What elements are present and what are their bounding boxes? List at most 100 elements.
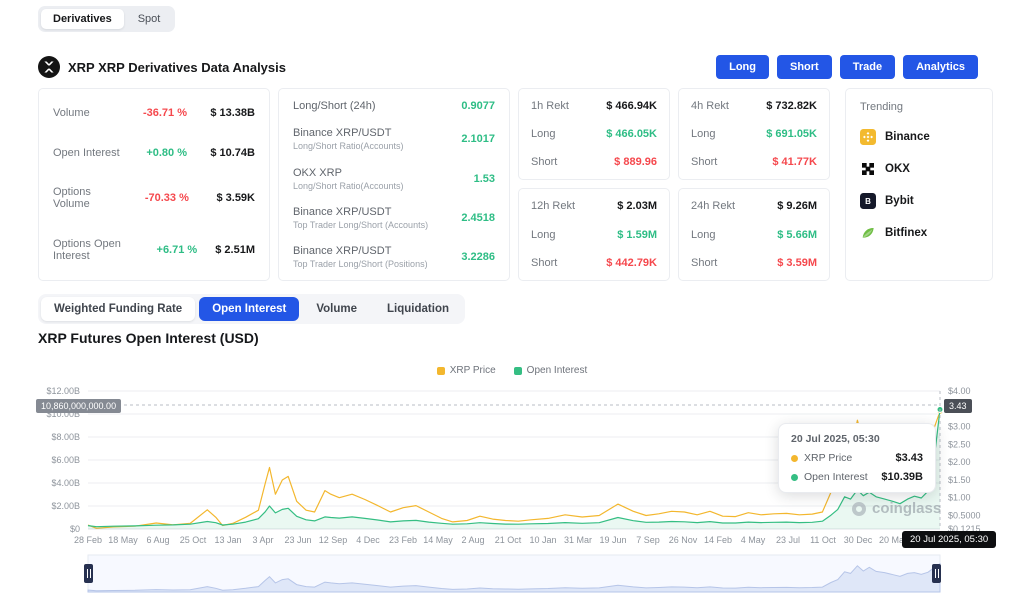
- rekt-long-row: Long $ 5.66M: [691, 229, 817, 241]
- trending-item-binance[interactable]: Binance: [860, 129, 978, 145]
- top-tab-derivatives[interactable]: Derivatives: [41, 9, 124, 29]
- ratio-label: Binance XRP/USDT: [293, 205, 392, 218]
- tooltip-row-xrp-price: XRP Price $3.43: [791, 452, 923, 464]
- right-axis-tick-label: $1.50: [948, 475, 971, 485]
- series-area-open-interest: [88, 409, 940, 529]
- ratio-label: Binance XRP/USDT: [293, 245, 392, 257]
- bybit-icon: B: [860, 193, 876, 209]
- navigator-handle-right[interactable]: [932, 564, 941, 583]
- x-axis-tick-label: 30 Dec: [844, 535, 873, 545]
- stat-label: Open Interest: [53, 146, 120, 159]
- x-axis-tick-label: 7 Sep: [636, 535, 660, 545]
- trending-card: Trending Binance OKX B Bybit Bitfinex: [845, 88, 993, 281]
- chart-svg[interactable]: $12.00B $10.00B $8.00B $6.00B $4.00B $2.00B $0…: [0, 380, 1024, 604]
- stat-change: +6.71 %: [156, 243, 198, 256]
- rekt-long-value: $ 1.59M: [617, 228, 657, 241]
- chart-tab-open-interest[interactable]: Open Interest: [199, 297, 300, 321]
- rekt-short-value: $ 3.59M: [777, 257, 817, 269]
- chart-tab-liquidation[interactable]: Liquidation: [374, 297, 462, 321]
- right-axis-tick-label: $2.50: [948, 439, 971, 449]
- tooltip-series-name: XRP Price: [804, 452, 853, 464]
- x-axis-tick-label: 14 May: [423, 535, 453, 545]
- ratio-row: Binance XRP/USDT Top Trader Long/Short (P…: [293, 245, 495, 269]
- x-axis-tick-label: 12 Sep: [319, 535, 348, 545]
- chart-tab-weighted-funding-rate[interactable]: Weighted Funding Rate: [41, 297, 196, 321]
- rekt-card-1: 12h Rekt $ 2.03M Long $ 1.59M Short $ 442.79K: [518, 188, 670, 281]
- x-axis-tick-label: 2 Aug: [461, 535, 484, 545]
- left-axis-tick-label: $2.00B: [51, 501, 80, 511]
- rekt-total-row: 12h Rekt $ 2.03M: [531, 200, 657, 212]
- coinglass-watermark: coinglass: [852, 500, 941, 517]
- rekt-long-value: $ 466.05K: [606, 128, 657, 140]
- x-axis-tick-label: 19 Jun: [599, 535, 626, 545]
- x-axis-tick-label: 23 Feb: [389, 535, 417, 545]
- chart-tab-volume[interactable]: Volume: [303, 297, 370, 321]
- stat-change: -36.71 %: [142, 107, 187, 119]
- rekt-period-label: 1h Rekt: [531, 100, 569, 112]
- xrp-price-dot-icon: [791, 454, 798, 462]
- x-axis-tick-label: 3 Apr: [252, 535, 273, 545]
- trending-item-bybit[interactable]: B Bybit: [860, 193, 978, 209]
- x-axis-tick-label: 23 Jun: [284, 535, 311, 545]
- rekt-total-value: $ 466.94K: [606, 100, 657, 112]
- stat-value: $ 13.38B: [210, 107, 255, 119]
- right-axis-tick-label: $0.1215: [948, 524, 981, 534]
- x-axis-tick-label: 21 Oct: [495, 535, 522, 545]
- right-axis-tick-label: $1.00: [948, 493, 971, 503]
- left-axis-tick-label: $6.00B: [51, 455, 80, 465]
- x-axis-tick-label: 6 Aug: [146, 535, 169, 545]
- left-axis-tick-label: $12.00B: [46, 386, 80, 396]
- navigator-track[interactable]: [87, 554, 941, 593]
- volume-stats-card: Volume -36.71 % $ 13.38B Open Interest +0.80…: [38, 88, 270, 281]
- x-axis-tick-label: 14 Feb: [704, 535, 732, 545]
- navigator-handle-left[interactable]: [84, 564, 93, 583]
- rekt-period-label: 24h Rekt: [691, 200, 736, 212]
- rekt-short-value: $ 889.96: [614, 156, 657, 168]
- chart-tab-group: Weighted Funding Rate Open Interest Volume…: [38, 294, 465, 324]
- trending-name: Bitfinex: [885, 227, 928, 239]
- stat-change: +0.80 %: [146, 146, 187, 159]
- navigator-series[interactable]: [87, 562, 941, 593]
- trending-name: Bybit: [885, 195, 914, 207]
- rekt-short-label: Short: [531, 156, 558, 168]
- stat-value: $ 10.74B: [210, 146, 255, 159]
- trade-button[interactable]: Trade: [839, 55, 896, 79]
- rekt-short-label: Short: [531, 257, 558, 269]
- rekt-long-value: $ 5.66M: [777, 228, 817, 241]
- chart-legend: XRP Price Open Interest: [0, 365, 1024, 376]
- ratio-row: Binance XRP/USDT Long/Short Ratio(Account…: [293, 127, 495, 151]
- stat-label: Options Volume: [53, 186, 91, 211]
- rekt-period-label: 4h Rekt: [691, 100, 729, 112]
- x-axis-tick-label: 11 Oct: [810, 535, 836, 545]
- svg-text:B: B: [865, 197, 871, 206]
- rekt-long-label: Long: [531, 128, 556, 140]
- xrp-logo-icon: [38, 56, 60, 78]
- ratio-label: Long/Short (24h): [293, 100, 376, 112]
- coinglass-logo-icon: [852, 501, 866, 516]
- ratio-label-group: Binance XRP/USDT Top Trader Long/Short (P…: [293, 245, 428, 269]
- watermark-text: coinglass: [872, 500, 942, 517]
- legend-item-xrp-price[interactable]: XRP Price: [436, 365, 496, 376]
- top-tab-spot[interactable]: Spot: [126, 9, 173, 29]
- rekt-long-value: $ 691.05K: [766, 128, 817, 140]
- ratio-label: Binance XRP/USDT: [293, 127, 392, 140]
- ratio-sublabel: Long/Short Ratio(Accounts): [293, 180, 404, 191]
- right-axis-tick-label: $4.00: [948, 386, 971, 396]
- tooltip-time: 20 Jul 2025, 05:30: [791, 433, 880, 445]
- ratio-label-group: Binance XRP/USDT Top Trader Long/Short (A…: [293, 206, 428, 230]
- short-button[interactable]: Short: [776, 55, 832, 79]
- legend-label: Open Interest: [526, 365, 588, 376]
- long-button[interactable]: Long: [716, 55, 769, 79]
- legend-item-open-interest[interactable]: Open Interest: [513, 365, 588, 376]
- rekt-total-row: 4h Rekt $ 732.82K: [691, 100, 817, 112]
- bitfinex-icon: [860, 225, 876, 241]
- legend-label: XRP Price: [449, 365, 496, 376]
- stat-value: $ 3.59K: [216, 192, 255, 205]
- analytics-button[interactable]: Analytics: [903, 55, 978, 79]
- trending-item-okx[interactable]: OKX: [860, 161, 978, 177]
- trending-item-bitfinex[interactable]: Bitfinex: [860, 225, 978, 241]
- x-axis-tick-label: 20 Mar: [879, 535, 907, 545]
- stat-label: Options Open Interest: [53, 237, 121, 262]
- page-title: XRP XRP Derivatives Data Analysis: [68, 59, 286, 75]
- left-axis-crosshair-label: 10,860,000,000.00: [36, 399, 122, 413]
